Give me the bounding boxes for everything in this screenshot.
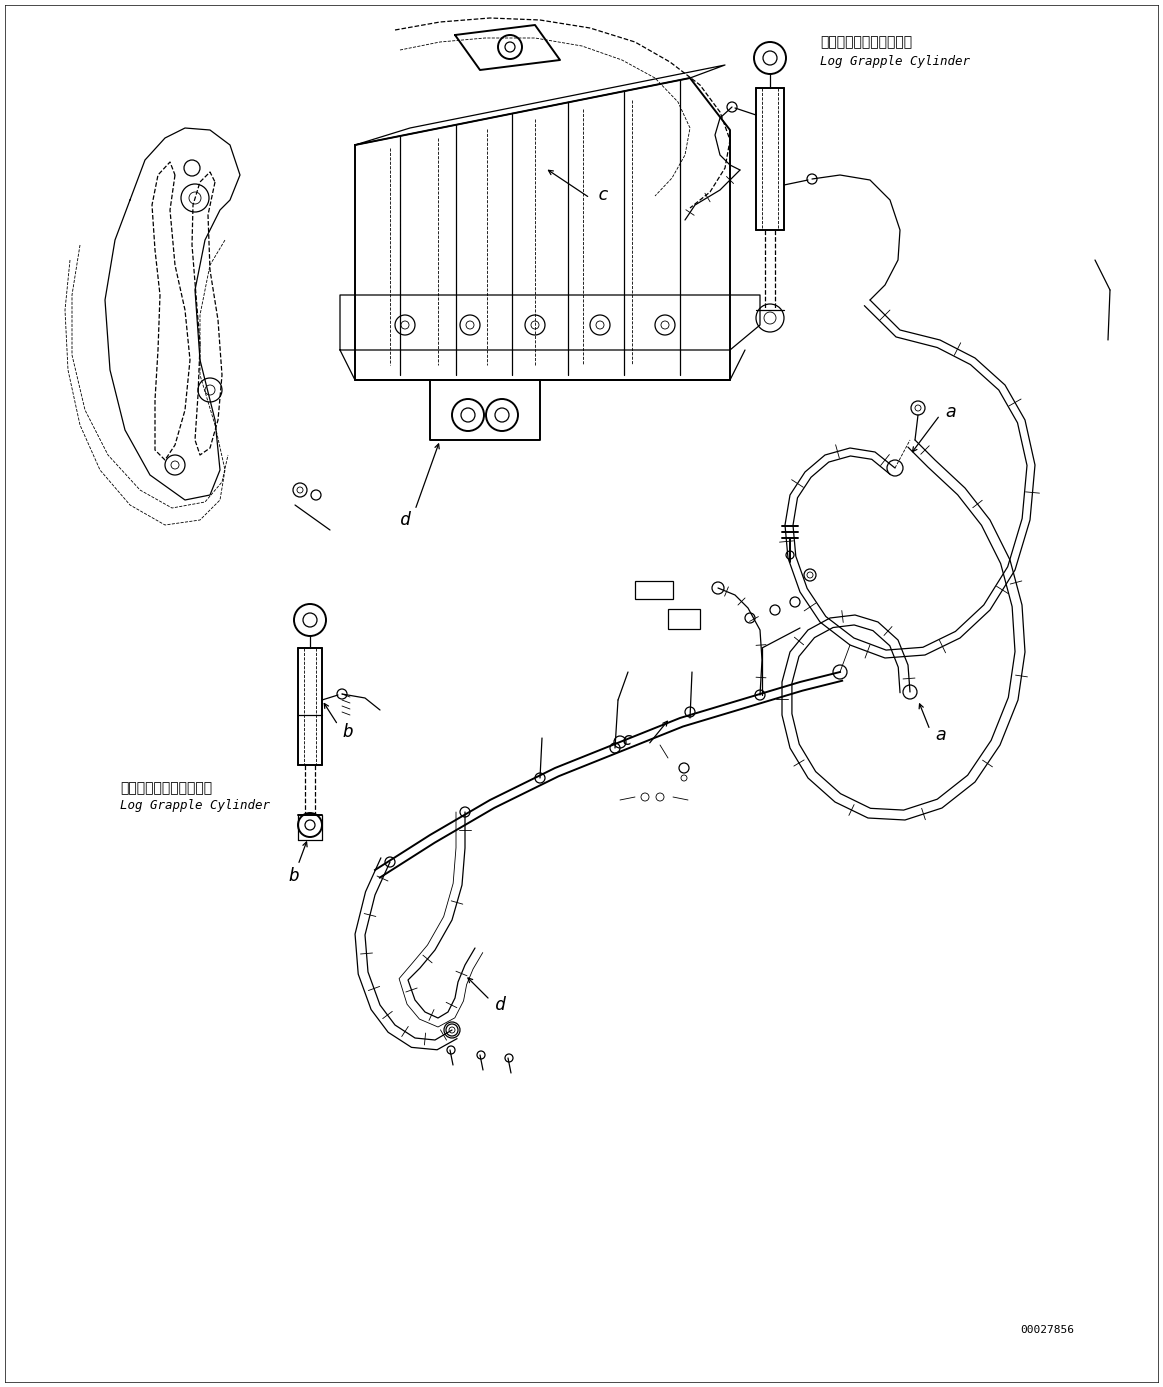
Text: d: d bbox=[400, 510, 411, 528]
Text: Log Grapple Cylinder: Log Grapple Cylinder bbox=[120, 799, 270, 811]
Text: 00027856: 00027856 bbox=[1020, 1325, 1073, 1336]
Text: Log Grapple Cylinder: Log Grapple Cylinder bbox=[820, 55, 970, 68]
Text: c: c bbox=[598, 186, 609, 204]
Text: ロググラップルシリンダ: ロググラップルシリンダ bbox=[820, 35, 912, 49]
Text: b: b bbox=[288, 867, 299, 885]
Text: c: c bbox=[622, 731, 633, 749]
Text: ロググラップルシリンダ: ロググラップルシリンダ bbox=[120, 781, 212, 795]
Text: b: b bbox=[342, 723, 352, 741]
Text: a: a bbox=[935, 725, 946, 743]
Text: d: d bbox=[495, 996, 506, 1014]
Text: a: a bbox=[946, 404, 956, 422]
